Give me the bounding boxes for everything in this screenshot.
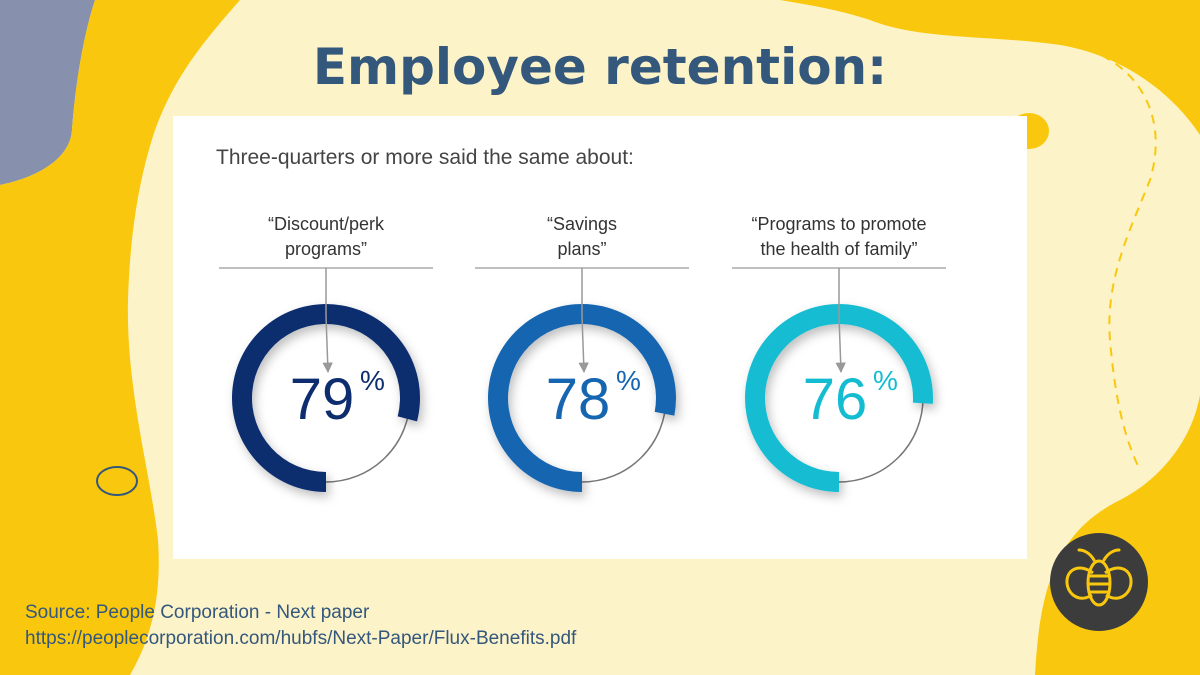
chart-panel: Three-quarters or more said the same abo… <box>173 116 1027 559</box>
page-title: Employee retention: <box>312 38 888 96</box>
source-citation: Source: People Corporation - Next paper … <box>25 600 576 652</box>
value-label: 76 <box>803 367 868 432</box>
category-label: “Savings <box>547 214 617 234</box>
chart-subtitle: Three-quarters or more said the same abo… <box>216 146 634 169</box>
source-url[interactable]: https://peoplecorporation.com/hubfs/Next… <box>25 628 577 649</box>
percent-sign: % <box>360 365 385 396</box>
category-label: plans” <box>557 239 606 259</box>
dashed-line-decoration <box>899 7 1157 471</box>
category-label: “Programs to promote <box>751 214 926 234</box>
category-label: the health of family” <box>760 239 917 259</box>
bee-icon <box>1050 533 1148 631</box>
category-label: “Discount/perk <box>268 214 385 234</box>
donut-chart: “Discount/perk programs” 79 % “Savings plans”… <box>219 214 946 492</box>
pointer-arrow <box>835 268 846 374</box>
yellow-dot-decoration-left <box>78 459 128 497</box>
percent-sign: % <box>873 365 898 396</box>
pointer-arrow <box>578 268 589 374</box>
pointer-arrow <box>322 268 333 374</box>
source-line: Source: People Corporation - Next paper <box>25 602 370 623</box>
yellow-blob-left <box>0 0 240 675</box>
percent-sign: % <box>616 365 641 396</box>
value-label: 78 <box>546 367 611 432</box>
outline-circle-decoration-left <box>96 466 138 496</box>
value-label: 79 <box>290 367 355 432</box>
yellow-blob-top-right <box>780 0 1200 135</box>
category-label: programs” <box>285 239 367 259</box>
slate-blob <box>0 0 95 185</box>
